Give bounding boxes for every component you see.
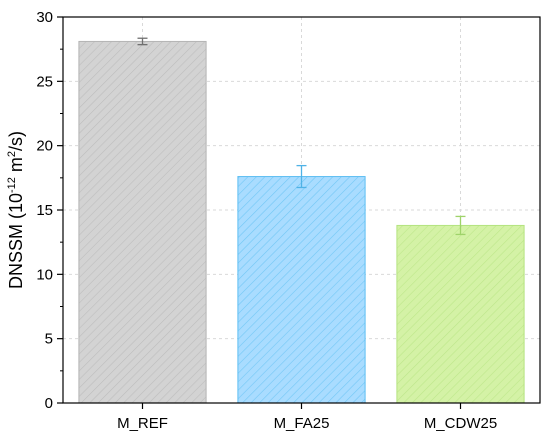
- y-tick-label: 10: [36, 266, 53, 283]
- y-tick-label: 0: [45, 395, 53, 412]
- bar-m-fa25: [237, 176, 366, 404]
- x-tick-label: M_REF: [117, 415, 168, 432]
- y-tick-label: 5: [45, 331, 53, 348]
- error-bars-group: [137, 37, 466, 236]
- bar-m-ref: [78, 40, 207, 404]
- y-tick-labels: 0 5 10 15 20 25 30: [36, 9, 53, 412]
- y-axis-title: DNSSM (10-12 m2/s): [6, 131, 26, 289]
- x-tick-label: M_FA25: [274, 415, 330, 432]
- y-tick-label: 20: [36, 138, 53, 155]
- bars-group: [78, 40, 525, 404]
- y-tick-label: 25: [36, 73, 53, 90]
- y-axis-title-sup1: -12: [6, 177, 18, 193]
- y-axis-title-end: /s): [6, 131, 26, 151]
- error-bar: [137, 37, 148, 46]
- y-tick-label: 30: [36, 9, 53, 26]
- bar-m-cdw25: [396, 224, 525, 404]
- y-axis-title-sup2: 2: [6, 151, 18, 157]
- error-bar: [296, 164, 307, 189]
- x-tick-labels: M_REF M_FA25 M_CDW25: [117, 415, 497, 432]
- axes-group: [57, 16, 541, 409]
- y-tick-label: 15: [36, 202, 53, 219]
- y-axis-title-main: DNSSM (10: [6, 193, 26, 289]
- error-bar: [455, 215, 466, 236]
- x-tick-label: M_CDW25: [424, 415, 497, 432]
- y-axis-title-mid: m: [6, 157, 26, 177]
